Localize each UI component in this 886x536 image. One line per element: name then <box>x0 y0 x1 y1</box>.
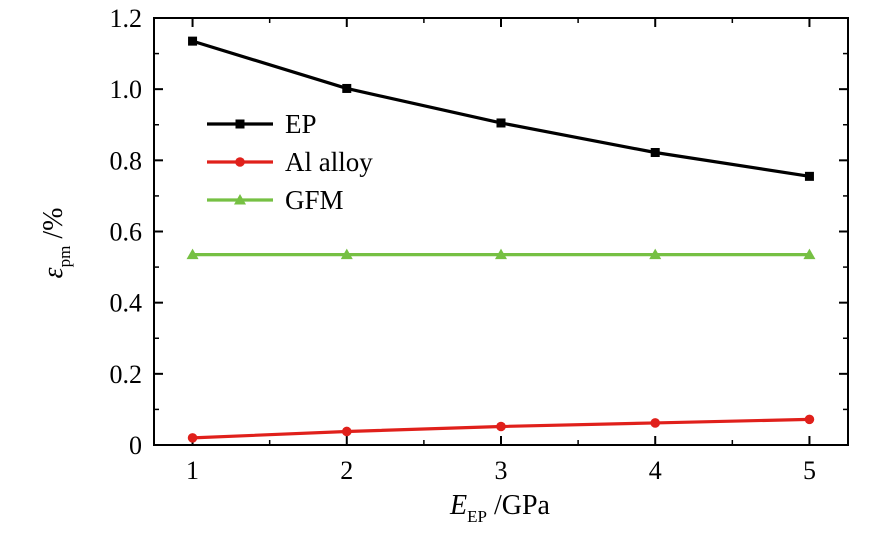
legend-marker-ep <box>235 119 245 129</box>
x-tick-label: 5 <box>803 456 816 485</box>
y-axis-title-main: ε <box>38 267 69 278</box>
data-point-al-alloy <box>187 433 198 443</box>
x-tick-label: 1 <box>186 456 199 485</box>
x-axis-title: EEP /GPa <box>449 490 551 526</box>
data-point-gfm <box>803 248 816 260</box>
data-point-ep <box>342 83 352 93</box>
data-point-ep <box>496 118 506 128</box>
data-point-gfm <box>649 248 662 260</box>
axes: 0 0.2 0.4 0.6 0.8 1.0 1.2 1 2 3 4 5 <box>110 4 849 485</box>
series-al-alloy <box>187 414 815 443</box>
data-point-ep <box>188 36 198 46</box>
series-layer <box>186 36 816 443</box>
legend: EP Al alloy GFM <box>207 109 373 215</box>
y-tick-label: 1.0 <box>110 75 143 104</box>
x-axis-title-sub: EP <box>467 507 487 526</box>
legend-marker-al-alloy <box>235 157 245 167</box>
data-point-gfm <box>495 248 507 260</box>
y-axis-title-rest: /% <box>38 208 69 246</box>
y-tick-label: 1.2 <box>110 4 143 33</box>
series-ep <box>188 36 814 181</box>
y-tick-label: 0.8 <box>110 146 143 175</box>
legend-item-gfm: GFM <box>207 185 344 215</box>
x-axis-title-main: E <box>449 490 467 521</box>
legend-marker-gfm <box>234 194 246 205</box>
data-point-ep <box>650 148 660 158</box>
data-point-gfm <box>340 248 353 260</box>
data-point-al-alloy <box>341 426 352 437</box>
legend-label-ep: EP <box>285 109 317 139</box>
y-tick-label: 0.2 <box>110 360 143 389</box>
data-point-ep <box>804 171 814 181</box>
y-tick-label: 0.4 <box>110 289 143 318</box>
data-point-al-alloy <box>804 414 815 425</box>
x-tick-label: 3 <box>495 456 508 485</box>
legend-label-gfm: GFM <box>285 185 344 215</box>
series-gfm <box>186 248 816 260</box>
x-tick-label: 4 <box>649 456 662 485</box>
legend-item-al-alloy: Al alloy <box>207 147 373 177</box>
y-axis-title-sub: pm <box>55 246 74 268</box>
x-axis-title-rest: /GPa <box>487 490 551 521</box>
data-point-gfm <box>186 248 199 260</box>
legend-item-ep: EP <box>207 109 317 139</box>
y-tick-label: 0 <box>129 431 142 460</box>
y-axis-title: εpm /% <box>38 208 74 279</box>
plot-frame <box>153 17 849 446</box>
data-point-al-alloy <box>650 418 661 428</box>
legend-label-al-alloy: Al alloy <box>285 147 373 177</box>
x-tick-label: 2 <box>340 456 353 485</box>
y-tick-label: 0.6 <box>110 218 143 247</box>
data-point-al-alloy <box>496 421 506 432</box>
